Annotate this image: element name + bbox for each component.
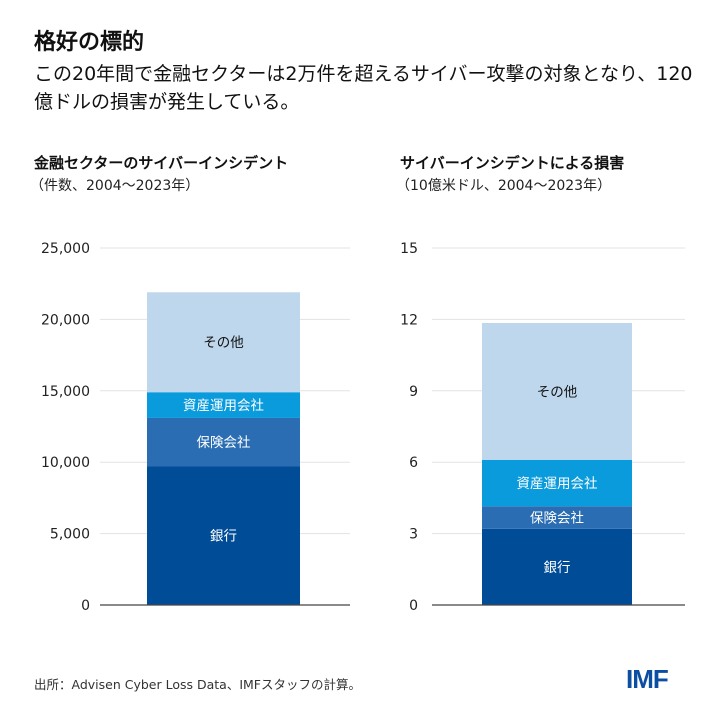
y-tick-label: 12 <box>400 312 418 328</box>
y-tick-label: 6 <box>409 455 418 471</box>
y-tick-label: 3 <box>409 527 418 543</box>
bar-segment-label: 銀行 <box>544 560 571 576</box>
y-tick-label: 5,000 <box>50 527 90 543</box>
bar-segment-label: 保険会社 <box>197 435 251 451</box>
bar-segment-label: その他 <box>537 384 578 400</box>
bar-segment-label: 銀行 <box>210 529 237 545</box>
right-chart-subtitle: （10億米ドル、2004～2023年） <box>396 178 612 194</box>
y-tick-label: 10,000 <box>41 455 90 471</box>
left-chart-title: 金融セクターのサイバーインシデント <box>34 154 289 172</box>
page-title: 格好の標的 <box>34 30 145 55</box>
right-chart-title: サイバーインシデントによる損害 <box>400 154 625 172</box>
y-tick-label: 20,000 <box>41 312 90 328</box>
y-tick-label: 25,000 <box>41 241 90 257</box>
page-subtitle: この20年間で金融セクターは2万件を超えるサイバー攻撃の対象となり、120億ドル… <box>34 63 693 113</box>
bar-segment-保険会社 <box>147 417 300 467</box>
y-tick-label: 15,000 <box>41 384 90 400</box>
bar-segment-label: その他 <box>203 335 244 351</box>
bar-segment-資産運用会社 <box>482 459 632 507</box>
bar-segment-資産運用会社 <box>147 392 300 418</box>
bar-segment-その他 <box>482 322 632 460</box>
y-tick-label: 0 <box>409 598 418 614</box>
y-tick-label: 15 <box>400 241 418 257</box>
left-chart-subtitle: （件数、2004～2023年） <box>30 178 200 194</box>
y-tick-label: 0 <box>81 598 90 614</box>
bar-segment-label: 資産運用会社 <box>517 476 598 492</box>
bar-segment-label: 保険会社 <box>530 511 584 527</box>
bar-segment-その他 <box>147 292 300 393</box>
bar-segment-保険会社 <box>482 506 632 529</box>
bar-segment-銀行 <box>147 466 300 605</box>
imf-logo: IMF <box>626 664 669 694</box>
y-tick-label: 9 <box>409 384 418 400</box>
bar-segment-label: 資産運用会社 <box>183 398 264 414</box>
source-note: 出所：Advisen Cyber Loss Data、IMFスタッフの計算。 <box>34 677 361 692</box>
bar-segment-銀行 <box>482 528 632 605</box>
